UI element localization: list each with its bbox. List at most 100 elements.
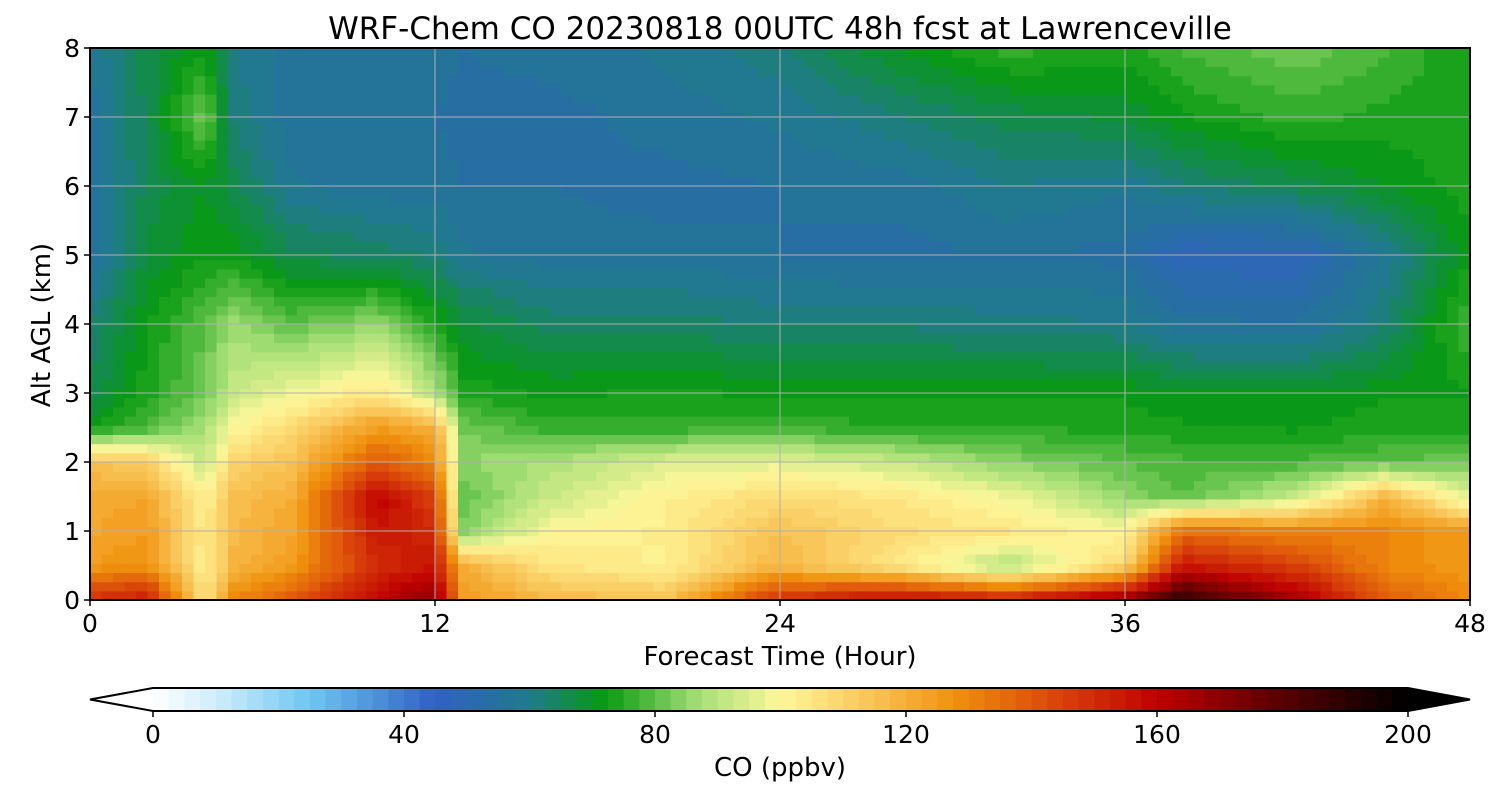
contour-cell: [814, 581, 827, 592]
contour-cell: [803, 305, 816, 316]
contour-cell: [527, 508, 540, 518]
contour-cell: [826, 351, 839, 362]
contour-cell: [1355, 554, 1368, 564]
contour-cell: [1010, 351, 1023, 362]
contour-cell: [216, 480, 229, 491]
contour-cell: [1159, 287, 1172, 297]
contour-cell: [906, 489, 919, 500]
contour-cell: [136, 342, 149, 353]
contour-cell: [159, 434, 172, 445]
contour-cell: [1102, 342, 1115, 353]
contour-cell: [1435, 535, 1448, 546]
contour-cell: [1435, 324, 1448, 334]
contour-cell: [469, 425, 482, 435]
contour-cell: [1263, 241, 1276, 251]
contour-cell: [113, 360, 126, 371]
contour-cell: [998, 563, 1011, 573]
contour-cell: [504, 480, 517, 491]
contour-cell: [1447, 268, 1460, 279]
contour-cell: [665, 232, 678, 242]
contour-cell: [561, 480, 574, 491]
contour-cell: [573, 462, 586, 472]
contour-cell: [1263, 268, 1276, 279]
contour-cell: [987, 333, 1000, 343]
contour-cell: [423, 232, 436, 242]
contour-cell: [734, 342, 747, 353]
contour-cell: [1435, 425, 1448, 435]
contour-cell: [101, 296, 114, 307]
contour-cell: [262, 535, 275, 546]
contour-cell: [722, 333, 735, 343]
contour-cell: [1447, 554, 1460, 564]
contour-cell: [1320, 370, 1333, 380]
contour-cell: [964, 305, 977, 316]
contour-cell: [1205, 314, 1218, 325]
contour-cell: [929, 241, 942, 251]
contour-cell: [676, 471, 689, 481]
contour-cell: [952, 305, 965, 316]
contour-cell: [987, 517, 1000, 527]
contour-cell: [1194, 572, 1207, 583]
contour-cell: [251, 489, 264, 500]
contour-cell: [159, 452, 172, 463]
contour-cell: [883, 314, 896, 325]
contour-cell: [228, 241, 241, 251]
contour-cell: [285, 480, 298, 491]
contour-cell: [803, 443, 816, 454]
contour-cell: [1447, 333, 1460, 343]
contour-cell: [1021, 471, 1034, 481]
contour-cell: [584, 563, 597, 573]
contour-cell: [170, 314, 183, 325]
contour-cell: [308, 544, 321, 555]
contour-cell: [895, 443, 908, 454]
contour-cell: [1378, 241, 1391, 251]
contour-cell: [331, 324, 344, 334]
contour-cell: [1125, 581, 1138, 592]
contour-cell: [918, 425, 931, 435]
contour-cell: [435, 572, 448, 583]
contour-cell: [780, 305, 793, 316]
contour-cell: [481, 517, 494, 527]
contour-cell: [596, 287, 609, 297]
contour-cell: [642, 480, 655, 491]
contour-cell: [653, 360, 666, 371]
contour-cell: [492, 370, 505, 380]
contour-cell: [492, 287, 505, 297]
contour-cell: [596, 259, 609, 270]
contour-cell: [1297, 278, 1310, 288]
contour-cell: [757, 563, 770, 573]
contour-cell: [274, 554, 287, 564]
contour-cell: [239, 443, 252, 454]
contour-cell: [768, 333, 781, 343]
contour-cell: [630, 314, 643, 325]
contour-cell: [159, 370, 172, 380]
contour-cell: [389, 489, 402, 500]
contour-cell: [780, 351, 793, 362]
contour-cell: [596, 333, 609, 343]
contour-cell: [998, 544, 1011, 555]
contour-cell: [1171, 333, 1184, 343]
contour-cell: [251, 425, 264, 435]
contour-cell: [481, 379, 494, 389]
contour-cell: [504, 241, 517, 251]
contour-cell: [849, 232, 862, 242]
contour-cell: [377, 342, 390, 353]
contour-cell: [711, 581, 724, 592]
contour-cell: [987, 498, 1000, 509]
contour-cell: [400, 406, 413, 417]
contour-cell: [676, 508, 689, 518]
contour-cell: [216, 443, 229, 454]
contour-cell: [228, 287, 241, 297]
contour-cell: [492, 581, 505, 592]
contour-cell: [239, 544, 252, 555]
contour-cell: [757, 360, 770, 371]
contour-cell: [101, 471, 114, 481]
contour-cell: [952, 489, 965, 500]
contour-cell: [113, 544, 126, 555]
contour-cell: [1171, 471, 1184, 481]
contour-cell: [918, 379, 931, 389]
contour-cell: [1171, 443, 1184, 454]
contour-cell: [883, 397, 896, 408]
contour-cell: [400, 480, 413, 491]
contour-cell: [803, 508, 816, 518]
